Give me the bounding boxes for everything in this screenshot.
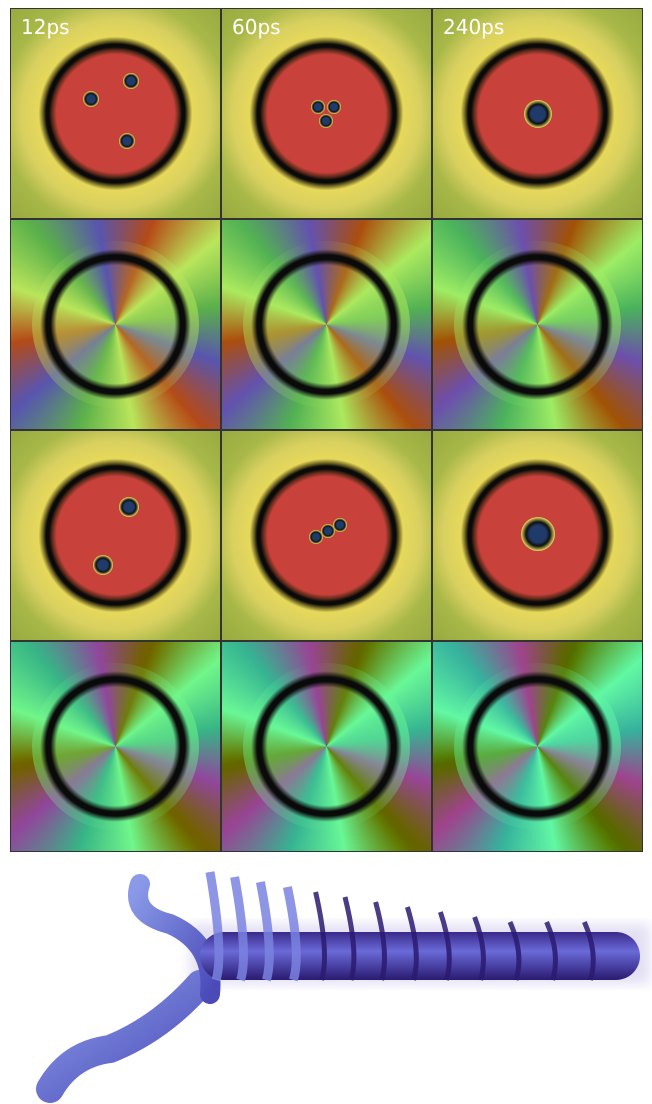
helix-turn (405, 906, 419, 981)
density-panel: 60ps (221, 8, 432, 219)
vortex (321, 524, 335, 538)
ring (433, 642, 642, 851)
helix-stripes (205, 871, 596, 982)
helix-turn (472, 916, 486, 981)
phase-panel (221, 641, 432, 852)
vortex (123, 73, 139, 89)
tube-main (200, 932, 640, 980)
helix-turn (282, 886, 301, 982)
helix-turn (205, 871, 224, 982)
helix-turn (544, 920, 559, 981)
helix-turn (582, 920, 596, 981)
density-panel: 12ps (10, 8, 221, 219)
tube-branch (36, 970, 214, 1103)
ring (11, 220, 220, 429)
ring (433, 220, 642, 429)
phase-panel (432, 641, 643, 852)
helix-turn (230, 876, 249, 982)
phase-panel (221, 219, 432, 430)
vortex (119, 497, 139, 517)
density-panel (10, 430, 221, 641)
vortex (93, 555, 113, 575)
vortex (333, 518, 347, 532)
phase-panel (432, 219, 643, 430)
time-label: 60ps (232, 15, 281, 39)
vortex (327, 100, 341, 114)
helix-turn (438, 911, 452, 981)
ring (11, 642, 220, 851)
vortex (119, 133, 135, 149)
time-label: 240ps (443, 15, 505, 39)
vortex (311, 100, 325, 114)
helix-turn (373, 901, 387, 981)
helix-turn (507, 920, 522, 981)
helix-turn (313, 891, 327, 981)
vortex (521, 517, 555, 551)
ring (222, 220, 431, 429)
tube-render (36, 871, 650, 1103)
phase-panel (10, 641, 221, 852)
phase-panel (10, 219, 221, 430)
vortex (83, 91, 99, 107)
time-label: 12ps (21, 15, 70, 39)
vortex (319, 114, 333, 128)
vortex (309, 530, 323, 544)
ring (222, 642, 431, 851)
density-panel: 240ps (432, 8, 643, 219)
density-panel (432, 430, 643, 641)
density-panel (221, 430, 432, 641)
helix-turn (255, 881, 274, 982)
helix-turn (342, 896, 357, 981)
vortex (524, 100, 552, 128)
